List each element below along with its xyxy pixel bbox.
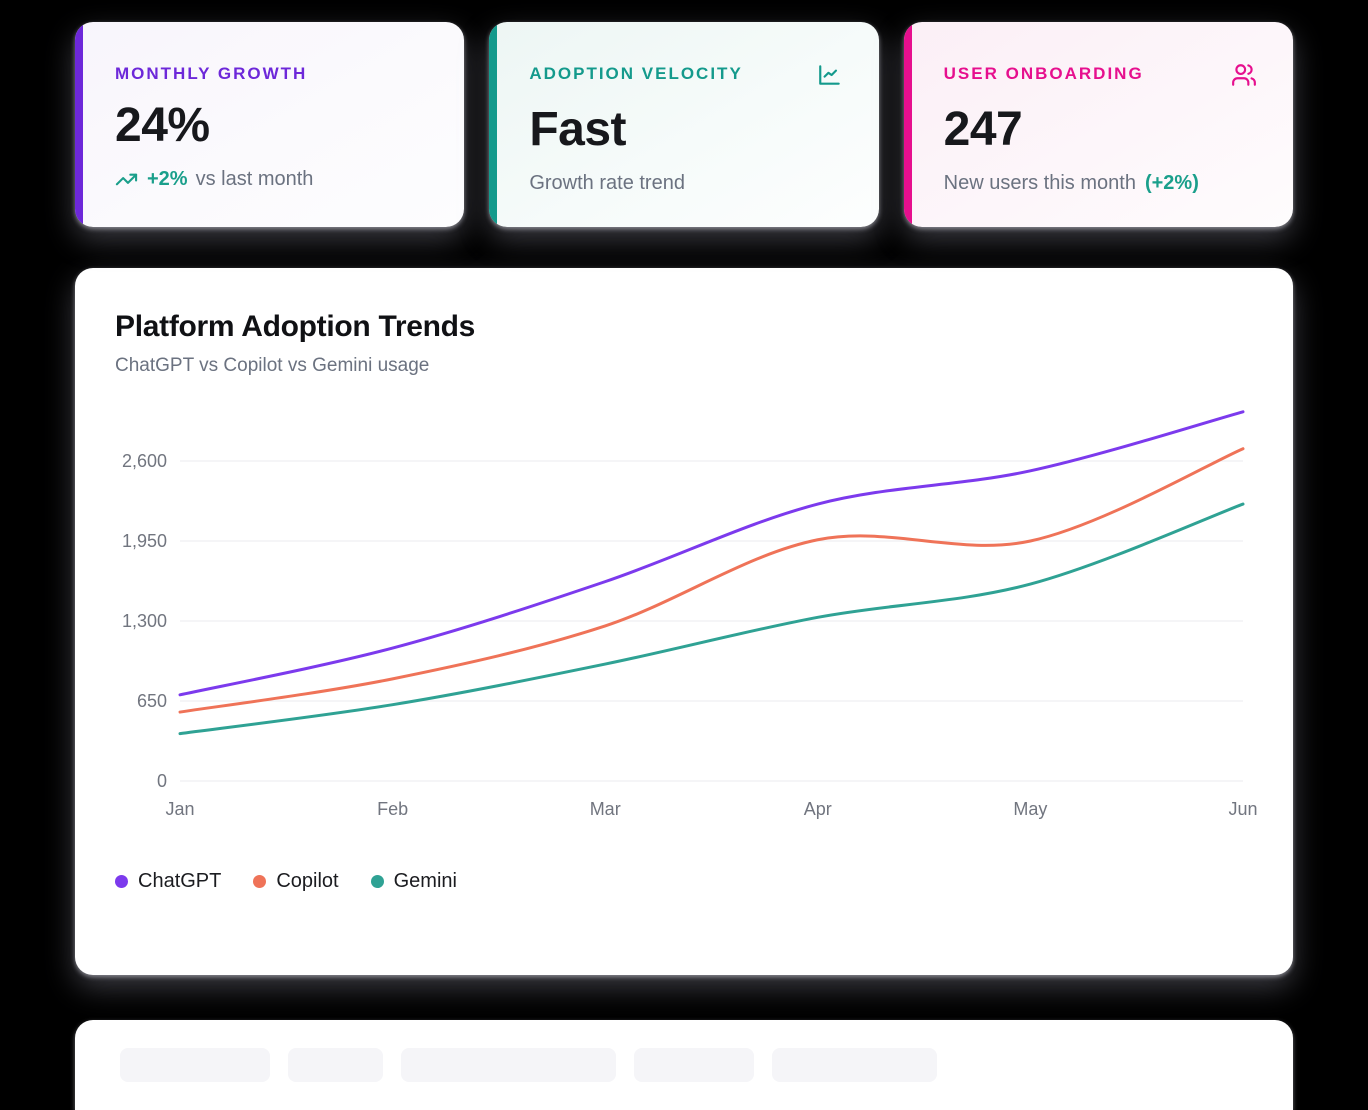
dashboard: MONTHLY GROWTH 24% +2% vs last month ADO…	[75, 22, 1293, 1110]
y-tick-label: 1,300	[122, 611, 167, 631]
stat-title: MONTHLY GROWTH	[115, 64, 308, 83]
legend-item-chatgpt[interactable]: ChatGPT	[115, 870, 221, 893]
x-tick-label: Feb	[377, 799, 408, 819]
chart-card: Platform Adoption Trends ChatGPT vs Copi…	[75, 268, 1293, 975]
stat-value: 247	[943, 103, 1023, 156]
x-tick-label: Jun	[1228, 799, 1257, 819]
stat-note: New users this month	[943, 172, 1136, 194]
stat-delta-note: vs last month	[195, 168, 314, 190]
legend-dot	[370, 875, 384, 888]
stat-value: Fast	[529, 103, 627, 156]
stat-card-adoption-velocity: ADOPTION VELOCITY Fast Growth rate trend	[489, 22, 879, 227]
line-chart: 0 650 1,300 1,950 2,600 Jan Feb Mar Apr May Jun	[122, 410, 1258, 819]
legend-label: Gemini	[393, 870, 457, 892]
stat-title: USER ONBOARDING	[943, 64, 1144, 83]
stat-delta: (+2%)	[1144, 172, 1199, 194]
x-tick-label: Apr	[804, 799, 832, 819]
legend-label: ChatGPT	[138, 870, 222, 892]
x-tick-label: Mar	[590, 799, 621, 819]
chart-subtitle: ChatGPT vs Copilot vs Gemini usage	[115, 355, 430, 376]
y-tick-label: 650	[137, 691, 167, 711]
series-line-gemini	[178, 502, 1245, 736]
legend-dot	[253, 875, 267, 888]
partial-card	[75, 1020, 1293, 1110]
stat-delta: +2%	[147, 168, 188, 190]
legend-dot	[115, 875, 128, 888]
line-chart-icon	[817, 62, 843, 88]
legend-item-copilot[interactable]: Copilot	[253, 870, 339, 893]
stat-note: Growth rate trend	[529, 172, 685, 194]
accent-stripe	[903, 22, 912, 227]
y-tick-label: 1,950	[122, 531, 167, 551]
stats-row: MONTHLY GROWTH 24% +2% vs last month ADO…	[75, 22, 1293, 227]
x-tick-label: Jan	[165, 799, 194, 819]
chart-legend: ChatGPT Copilot Gemini	[75, 870, 1293, 893]
chart-title: Platform Adoption Trends	[115, 310, 476, 343]
trending-up-icon	[115, 168, 138, 191]
legend-item-gemini[interactable]: Gemini	[370, 870, 457, 893]
accent-stripe	[75, 22, 83, 227]
series-line-copilot	[178, 447, 1245, 714]
legend-label: Copilot	[276, 870, 339, 892]
y-tick-label: 0	[157, 771, 167, 791]
stat-card-user-onboarding: USER ONBOARDING 247 New users this month…	[903, 22, 1293, 227]
stat-value: 24%	[115, 99, 210, 152]
stat-card-monthly-growth: MONTHLY GROWTH 24% +2% vs last month	[75, 22, 465, 227]
users-icon	[1231, 62, 1257, 88]
stat-title: ADOPTION VELOCITY	[529, 64, 743, 83]
series-line-chatgpt	[178, 410, 1245, 697]
x-tick-label: May	[1013, 799, 1047, 819]
y-tick-label: 2,600	[122, 451, 167, 471]
clipped-heading-placeholder	[120, 1048, 1293, 1082]
accent-stripe	[489, 22, 498, 227]
